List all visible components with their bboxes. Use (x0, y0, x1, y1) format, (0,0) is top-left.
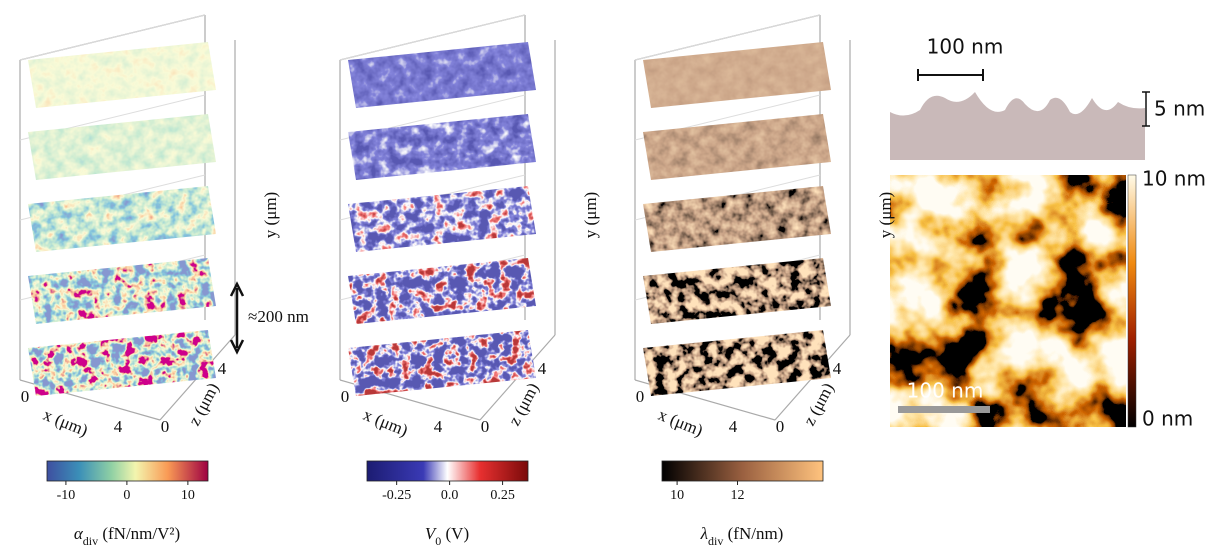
colorbar-tick-label: -0.25 (382, 488, 411, 503)
map-layer (643, 258, 831, 324)
map-layer (348, 42, 536, 108)
grid-line (634, 14, 821, 61)
map-layer (643, 186, 831, 252)
map-layer (348, 258, 536, 324)
x-axis-label: x (μm) (41, 405, 91, 440)
map-layer (348, 186, 536, 252)
x-tick-label: 4 (114, 417, 123, 436)
x-tick-label: 0 (341, 387, 350, 406)
annotation: ≈200 nm (248, 307, 309, 326)
map-layer (28, 258, 216, 324)
label-subscript: div (83, 534, 98, 546)
map-layer (348, 330, 536, 396)
map-layer (28, 42, 216, 108)
double-arrow (229, 281, 245, 355)
scale-bar (898, 406, 990, 413)
colorbar-tick-label: 0 (123, 488, 130, 503)
map-layer (643, 42, 831, 108)
colorbar-tick-label: 0.0 (441, 488, 459, 503)
colorbar-tick-label: 10 (181, 488, 195, 503)
z-tick-label: 0 (161, 417, 170, 436)
x-tick-label: 0 (636, 387, 645, 406)
afm-image (890, 175, 1126, 427)
colorbar-max: 10 nm (1142, 167, 1206, 191)
x-tick-label: 4 (434, 417, 443, 436)
x-axis-label: x (μm) (361, 405, 411, 440)
z-tick-label: 4 (218, 359, 227, 378)
label-unit: (fN/nm) (723, 524, 783, 543)
label-unit: (fN/nm/V²) (98, 524, 180, 543)
z-axis-label: z (μm) (185, 380, 223, 429)
y-axis-label: y (μm) (581, 192, 600, 238)
map-layer (28, 186, 216, 252)
stack-panel: 0 4 0 4 x (μm) z (μm) y (μm) ≈200 nm -10 0 10 αdiv … (19, 14, 309, 546)
label-symbol: λ (700, 524, 708, 543)
label-subscript: 0 (435, 534, 441, 546)
map-layer (643, 114, 831, 180)
colorbar-tick-label: 12 (731, 488, 745, 503)
z-tick-label: 0 (481, 417, 490, 436)
colorbar-label: V0 (V) (425, 524, 469, 546)
map-layer (28, 114, 216, 180)
label-unit: (V) (441, 524, 469, 543)
y-axis-label: y (μm) (876, 192, 895, 238)
map-layer (643, 330, 831, 396)
colorbar-tick-label: -10 (57, 488, 76, 503)
scale-bar-label: 100 nm (907, 379, 984, 403)
grid-line (339, 14, 526, 61)
colorbar (46, 460, 209, 482)
colorbar-label: λdiv (fN/nm) (700, 524, 784, 546)
colorbar-tick-label: 10 (670, 488, 684, 503)
colorbar-label: αdiv (fN/nm/V²) (74, 524, 180, 546)
colorbar-min: 0 nm (1142, 407, 1193, 431)
z-tick-label: 0 (776, 417, 785, 436)
z-axis-label: z (μm) (800, 380, 838, 429)
z-tick-label: 4 (538, 359, 547, 378)
map-layer (28, 330, 216, 396)
colorbar (661, 460, 824, 482)
afm-colorbar (1127, 174, 1137, 428)
scale-label: 100 nm (927, 35, 1004, 59)
grid-line (19, 14, 206, 61)
label-subscript: div (708, 534, 723, 546)
z-axis-label: z (μm) (505, 380, 543, 429)
height-profile (890, 92, 1145, 160)
label-symbol: α (74, 524, 84, 543)
colorbar (366, 460, 529, 482)
afm-panel: 100 nm 5 nm 10 nm 0 nm 100 nm (890, 35, 1206, 431)
height-label: 5 nm (1154, 97, 1205, 121)
x-axis-label: x (μm) (656, 405, 706, 440)
colorbar-tick-label: 0.25 (490, 488, 515, 503)
x-tick-label: 0 (21, 387, 30, 406)
label-symbol: V (425, 524, 438, 543)
x-tick-label: 4 (729, 417, 738, 436)
y-axis-label: y (μm) (261, 192, 280, 238)
map-layer (348, 114, 536, 180)
stack-panel: 0 4 0 4 x (μm) z (μm) y (μm) 10 12 λdiv (fN/nm) (634, 14, 895, 546)
z-tick-label: 4 (833, 359, 842, 378)
height-bracket (1142, 91, 1150, 127)
